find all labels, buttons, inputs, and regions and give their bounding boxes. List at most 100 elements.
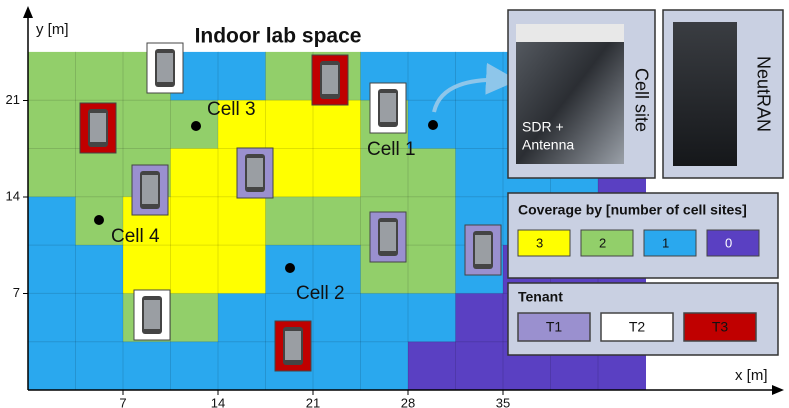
coverage-cell: [218, 196, 266, 246]
coverage-cell: [75, 148, 124, 198]
coverage-cell: [455, 100, 504, 149]
coverage-cell: [123, 245, 171, 294]
coverage-cell: [170, 341, 219, 391]
x-tick-label: 35: [496, 395, 510, 408]
overlay: Cell 1 Cell 2 Cell 3 Cell 4 3 2 1 0 T1 T2 T3: [79, 42, 760, 372]
y-arrow: [23, 6, 33, 18]
coverage-cell: [170, 196, 219, 246]
legend-swatch: [643, 229, 697, 257]
cell-site-dot: [191, 121, 201, 131]
cell-site-dot: [285, 263, 295, 273]
tenant-label: T1: [546, 319, 563, 335]
arrow: [432, 62, 518, 113]
neutran-label: NeutRAN: [753, 56, 773, 132]
legend-swatch: [580, 229, 634, 257]
coverage-cell: [265, 100, 314, 149]
photo-caption: SDR +: [522, 119, 564, 135]
coverage-cell: [75, 341, 124, 391]
coverage-cell: [28, 51, 76, 101]
coverage-legend-title: Coverage by [number of cell sites]: [518, 202, 747, 218]
coverage-cell: [313, 245, 361, 294]
cell-label: Cell 4: [111, 226, 160, 247]
coverage-cell: [313, 196, 361, 246]
legend-swatch: [517, 229, 571, 257]
phone-screen: [322, 65, 338, 94]
photo-caption: Antenna: [522, 137, 574, 153]
phone-screen: [144, 300, 160, 329]
coverage-cell: [265, 51, 314, 101]
phone-screen: [157, 53, 173, 82]
coverage-cell: [408, 341, 456, 391]
y-tick-label: 21: [6, 92, 20, 107]
coverage-cell: [408, 293, 456, 343]
coverage-cell: [75, 51, 124, 101]
x-label: x [m]: [735, 367, 768, 384]
coverage-cell: [313, 293, 361, 343]
coverage-cell: [123, 100, 171, 149]
coverage-cell: [455, 341, 504, 391]
tenant-swatch: [600, 312, 674, 342]
coverage-cell: [455, 293, 504, 343]
tenant-legend-title: Tenant: [518, 289, 563, 305]
cell-label: Cell 2: [296, 283, 345, 304]
coverage-cell: [218, 51, 266, 101]
coverage-cell: [313, 341, 361, 391]
coverage-cell: [28, 341, 76, 391]
phone-screen: [90, 113, 106, 142]
rack-photo: [673, 22, 737, 166]
legend-label: 0: [725, 235, 732, 250]
coverage-cell: [218, 293, 266, 343]
coverage-cell: [360, 293, 409, 343]
cell-label: Cell 1: [367, 139, 416, 160]
coverage-cell: [313, 100, 361, 149]
photo: [516, 24, 624, 164]
coverage-cell: [170, 293, 219, 343]
coverage-cell: [28, 148, 76, 198]
coverage-cell: [218, 100, 266, 149]
tenant-label: T3: [712, 319, 729, 335]
legend-label: 1: [662, 235, 669, 250]
coverage-cell: [28, 293, 76, 343]
x-arrow: [772, 385, 784, 395]
coverage-cell: [28, 245, 76, 294]
cell-site-label: Cell site: [631, 68, 651, 132]
phone-screen: [475, 235, 491, 264]
coverage-cell: [75, 293, 124, 343]
legend-label: 3: [536, 235, 543, 250]
coverage-cell: [123, 341, 171, 391]
y-tick-label: 14: [6, 188, 20, 203]
coverage-cell: [408, 245, 456, 294]
legend-swatch: [706, 229, 760, 257]
coverage-cell: [408, 148, 456, 198]
phone-screen: [380, 93, 396, 122]
coverage-cell: [218, 341, 266, 391]
phone-screen: [247, 158, 263, 187]
coverage-cell: [170, 148, 219, 198]
coverage-cell: [313, 148, 361, 198]
coverage-cell: [360, 341, 409, 391]
coverage-cell: [360, 148, 409, 198]
y-label: y [m]: [36, 21, 69, 38]
coverage-cell: [75, 245, 124, 294]
tenant-label: T2: [629, 319, 646, 335]
x-tick-label: 21: [306, 395, 320, 408]
coverage-cell: [28, 100, 76, 149]
x-tick-label: 7: [119, 395, 126, 408]
coverage-cell: [455, 51, 504, 101]
x-tick-label: 28: [401, 395, 415, 408]
coverage-cell: [170, 245, 219, 294]
x-tick-label: 14: [211, 395, 225, 408]
tenant-swatch: [683, 312, 757, 342]
phone-screen: [380, 222, 396, 251]
tenant-swatch: [517, 312, 591, 342]
coverage-cell: [28, 196, 76, 246]
cell-label: Cell 3: [207, 99, 256, 120]
coverage-cell: [408, 51, 456, 101]
coverage-cell: [218, 245, 266, 294]
coverage-cell: [408, 196, 456, 246]
title: Indoor lab space: [195, 25, 362, 48]
coverage-cell: [455, 148, 504, 198]
phone-screen: [285, 331, 301, 360]
